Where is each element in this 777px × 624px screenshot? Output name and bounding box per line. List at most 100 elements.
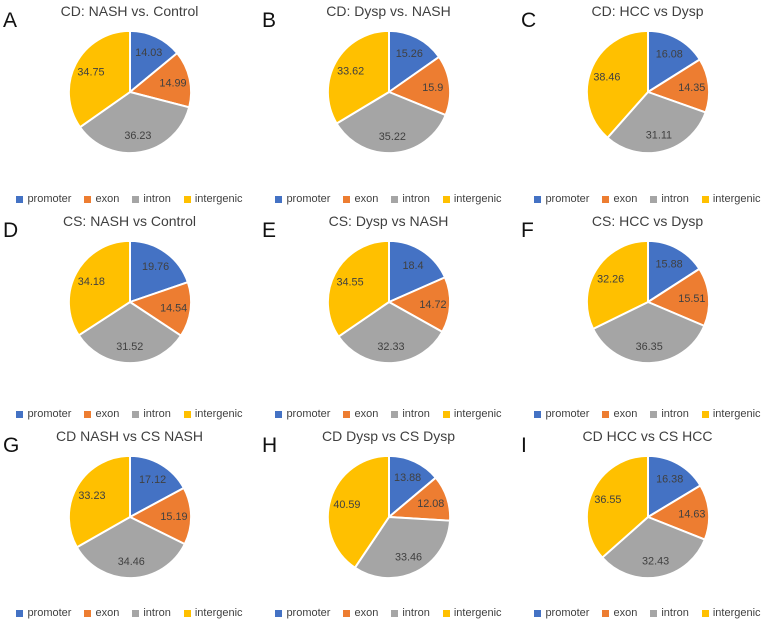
legend-item-intergenic: intergenic <box>701 193 761 205</box>
legend-swatch-icon <box>602 609 610 617</box>
legend-swatch-icon <box>275 609 283 617</box>
panel-letter: E <box>262 219 277 242</box>
pie-slice-exon <box>646 484 710 541</box>
slice-value-label: 34.46 <box>117 556 144 568</box>
legend-item-exon: exon <box>343 193 378 205</box>
pie-slice-intergenic <box>67 239 131 337</box>
panel-title: CS: Dysp vs NASH <box>328 213 449 229</box>
legend: promoter exon intron intergenic <box>518 193 777 205</box>
legend-label: intergenic <box>194 607 243 619</box>
legend-label: intergenic <box>712 607 761 619</box>
slice-value-label: 38.46 <box>593 71 620 83</box>
pie-panel: D CS: NASH vs Control 19.76 14.54 31.52 34.… <box>0 210 259 425</box>
slice-value-label: 33.23 <box>78 490 105 502</box>
panel-title: CS: HCC vs Dysp <box>591 213 704 229</box>
legend-swatch-icon <box>442 410 450 418</box>
pie-slice-intergenic <box>585 29 649 139</box>
legend-label: intron <box>402 607 430 619</box>
legend-swatch-icon <box>16 609 24 617</box>
legend-item-intron: intron <box>650 408 689 420</box>
pie-chart: 16.38 14.63 32.43 36.55 <box>518 448 777 586</box>
slice-value-label: 15.26 <box>395 48 422 60</box>
legend-label: exon <box>354 193 379 205</box>
slice-value-label: 15.19 <box>160 511 187 523</box>
legend-item-promoter: promoter <box>16 408 71 420</box>
legend-label: exon <box>95 607 120 619</box>
legend-swatch-icon <box>16 195 24 203</box>
legend-item-promoter: promoter <box>275 408 330 420</box>
legend-item-intron: intron <box>132 408 171 420</box>
pie-chart: 17.12 15.19 34.46 33.23 <box>0 448 259 586</box>
legend-item-promoter: promoter <box>534 193 589 205</box>
pie-slice-intron <box>591 301 705 365</box>
pie-panel: B CD: Dysp vs. NASH 15.26 15.9 35.22 33.62 … <box>259 0 518 210</box>
legend-item-exon: exon <box>602 193 637 205</box>
legend-item-promoter: promoter <box>275 193 330 205</box>
slice-value-label: 36.35 <box>635 341 662 353</box>
pie-slice-promoter <box>646 29 701 93</box>
pie-slice-intergenic <box>326 454 390 569</box>
legend-item-intergenic: intergenic <box>183 607 243 619</box>
legend: promoter exon intron intergenic <box>259 408 518 420</box>
pie-slice-promoter <box>387 29 440 93</box>
legend-item-exon: exon <box>343 607 378 619</box>
pie-svg: 17.12 15.19 34.46 33.23 <box>67 454 192 580</box>
legend-swatch-icon <box>343 195 351 203</box>
legend-swatch-icon <box>442 609 450 617</box>
legend-swatch-icon <box>391 410 399 418</box>
legend-item-intergenic: intergenic <box>701 607 761 619</box>
legend-swatch-icon <box>650 609 658 617</box>
pie-slice-intron <box>353 516 451 580</box>
legend-item-promoter: promoter <box>16 193 71 205</box>
slice-value-label: 15.9 <box>422 82 443 94</box>
pie-slice-intergenic <box>67 454 131 549</box>
legend-item-exon: exon <box>602 408 637 420</box>
pie-slice-intron <box>600 516 706 580</box>
slice-value-label: 13.88 <box>394 472 421 484</box>
pie-svg: 13.88 12.08 33.46 40.59 <box>326 454 451 580</box>
slice-value-label: 18.4 <box>402 260 423 272</box>
legend-label: promoter <box>286 193 331 205</box>
legend-item-intergenic: intergenic <box>183 408 243 420</box>
legend-swatch-icon <box>183 410 191 418</box>
panel-letter: D <box>3 219 19 242</box>
legend-label: exon <box>613 408 638 420</box>
legend-label: promoter <box>27 193 72 205</box>
legend-swatch-icon <box>132 609 140 617</box>
panel-letter: I <box>521 434 527 457</box>
pie-slice-exon <box>646 58 710 114</box>
pie-chart: 13.88 12.08 33.46 40.59 <box>259 448 518 586</box>
legend-label: intergenic <box>194 193 243 205</box>
legend-item-promoter: promoter <box>275 607 330 619</box>
pie-panel: I CD HCC vs CS HCC 16.38 14.63 32.43 36.55 … <box>518 425 777 624</box>
legend-label: exon <box>354 408 379 420</box>
pie-panel: F CS: HCC vs Dysp 15.88 15.51 36.35 32.26 p… <box>518 210 777 425</box>
panel-title: CD: Dysp vs. NASH <box>326 3 451 19</box>
slice-value-label: 14.54 <box>160 303 187 315</box>
legend-label: intron <box>661 408 689 420</box>
legend-label: promoter <box>545 193 590 205</box>
legend-swatch-icon <box>602 195 610 203</box>
legend-swatch-icon <box>650 410 658 418</box>
legend-item-intron: intron <box>132 607 171 619</box>
legend-label: promoter <box>545 408 590 420</box>
pie-slice-exon <box>387 55 451 117</box>
slice-value-label: 14.99 <box>159 77 186 89</box>
pie-svg: 19.76 14.54 31.52 34.18 <box>67 239 192 365</box>
legend-swatch-icon <box>84 410 92 418</box>
slice-value-label: 12.08 <box>417 498 444 510</box>
legend-label: intron <box>661 193 689 205</box>
slice-value-label: 14.03 <box>135 47 162 59</box>
slice-value-label: 17.12 <box>139 474 166 486</box>
legend-item-intron: intron <box>391 193 430 205</box>
pie-svg: 14.03 14.99 36.23 34.75 <box>67 29 192 155</box>
legend: promoter exon intron intergenic <box>0 607 259 619</box>
legend-swatch-icon <box>16 410 24 418</box>
slice-value-label: 35.22 <box>378 131 405 143</box>
pie-svg: 15.26 15.9 35.22 33.62 <box>326 29 451 155</box>
legend-item-intron: intron <box>650 193 689 205</box>
legend-swatch-icon <box>534 195 542 203</box>
pie-slice-intergenic <box>326 239 390 338</box>
slice-value-label: 33.46 <box>394 551 421 563</box>
legend-item-intergenic: intergenic <box>183 193 243 205</box>
